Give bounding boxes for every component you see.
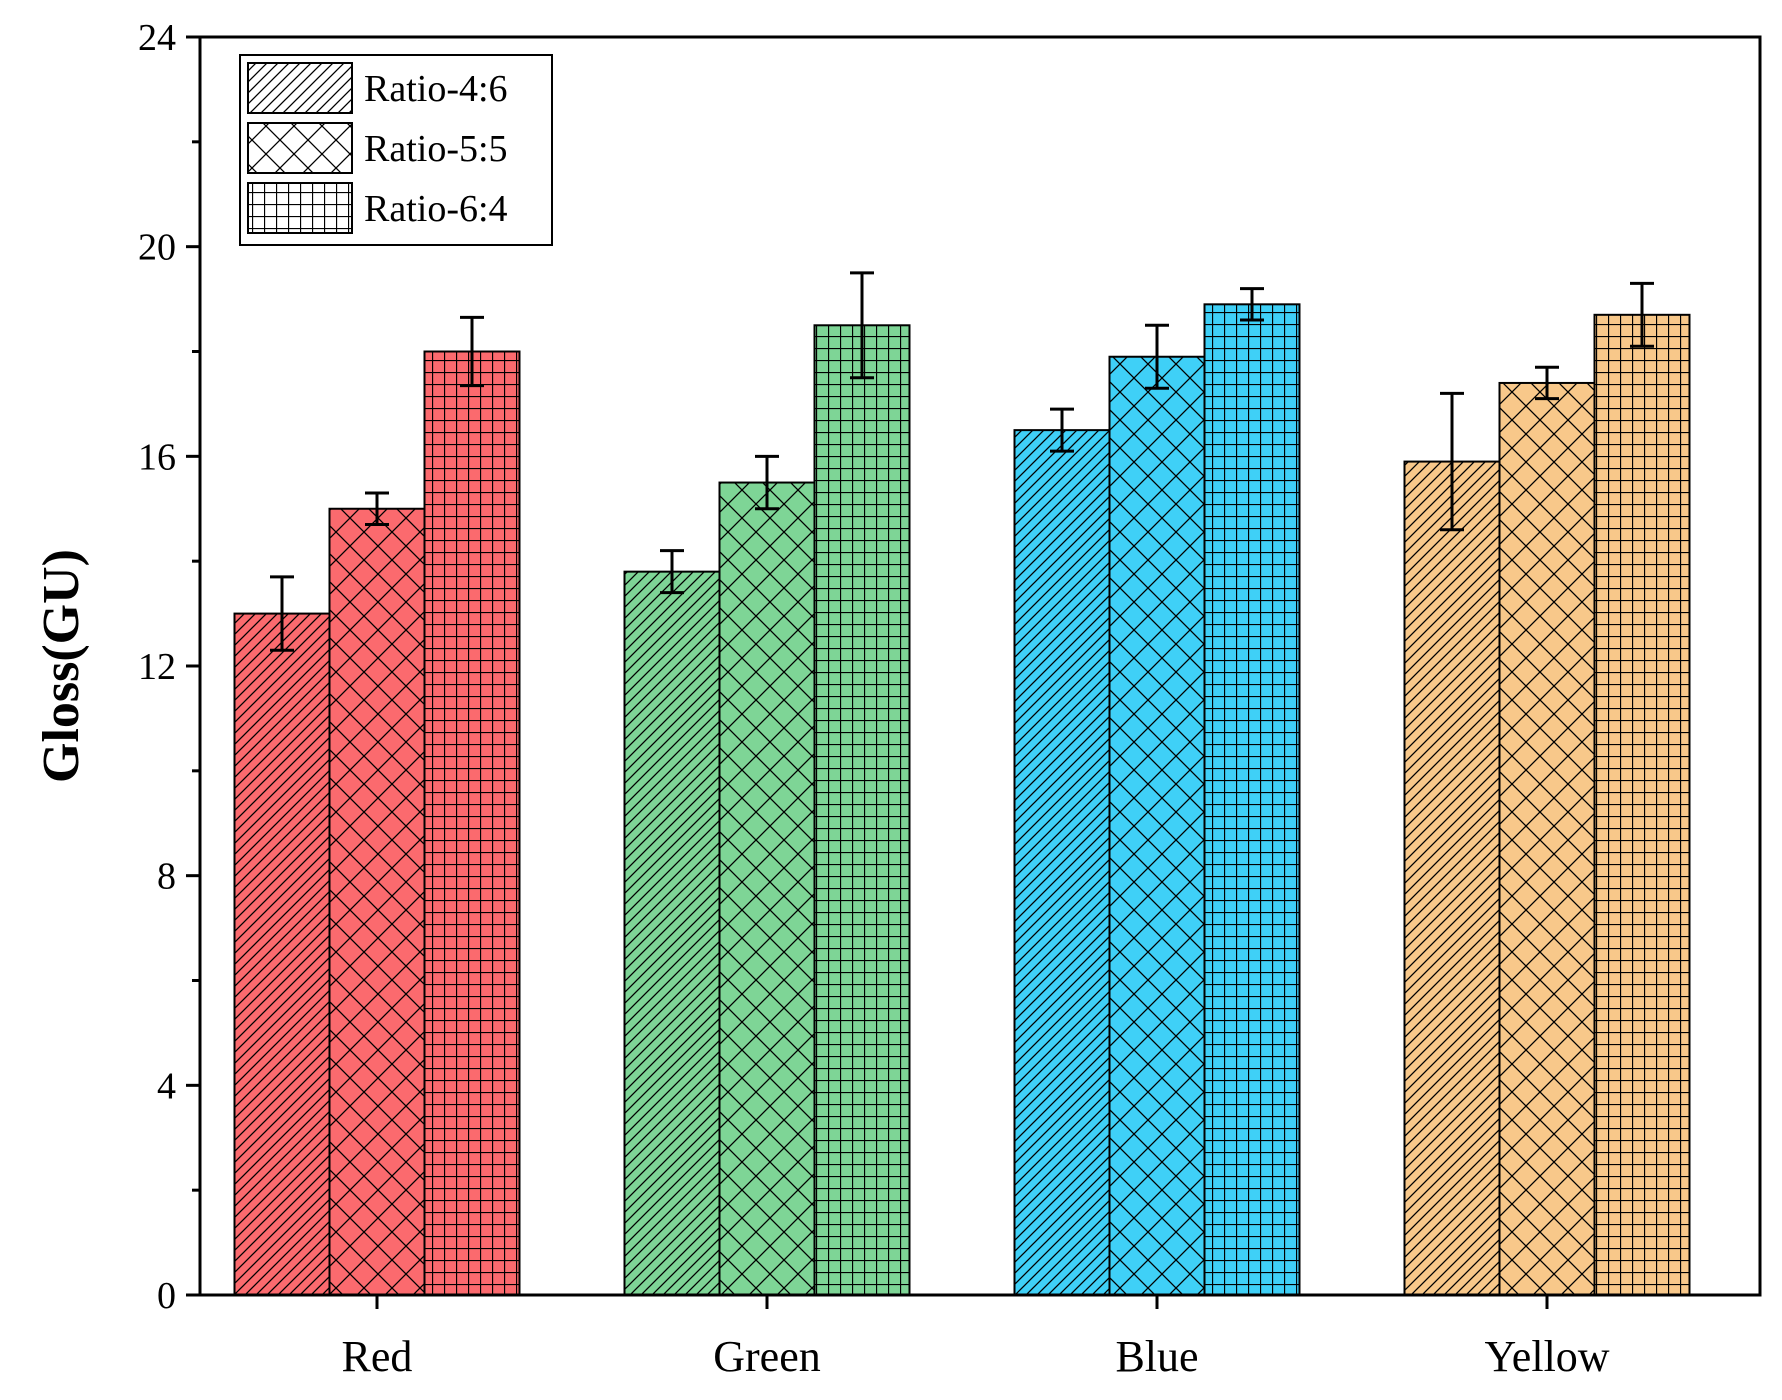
x-tick-label-blue: Blue — [1115, 1332, 1198, 1381]
bar-blue-ratio-5-5 — [1108, 355, 1206, 1297]
bar-green-ratio-5-5 — [718, 481, 816, 1296]
error-bar-blue-0 — [1050, 407, 1074, 453]
bars-layer — [233, 303, 1691, 1297]
y-tick-label: 8 — [157, 856, 176, 898]
error-bar-yellow-1 — [1535, 365, 1559, 401]
error-bar-green-1 — [755, 454, 779, 511]
bar-green-ratio-4-6 — [623, 570, 721, 1296]
legend: Ratio-4:6 Ratio-5:5 Ratio-6:4 — [239, 54, 553, 246]
error-bar-green-0 — [660, 549, 684, 595]
y-tick-label: 20 — [138, 227, 176, 269]
error-bar-green-2 — [850, 271, 874, 380]
bar-yellow-ratio-5-5 — [1498, 381, 1596, 1296]
y-tick-label: 12 — [138, 646, 176, 688]
bar-red-ratio-4-6 — [233, 612, 331, 1296]
error-bar-blue-2 — [1240, 287, 1264, 322]
bar-green-ratio-6-4 — [813, 324, 911, 1296]
x-tick-label-green: Green — [713, 1332, 821, 1381]
bar-blue-ratio-4-6 — [1013, 429, 1111, 1296]
legend-swatch-crosshatch — [247, 122, 353, 174]
bar-yellow-ratio-4-6 — [1403, 460, 1501, 1296]
y-tick-label: 16 — [138, 436, 176, 478]
x-tick-label-yellow: Yellow — [1484, 1332, 1609, 1381]
bar-blue-ratio-6-4 — [1203, 303, 1301, 1296]
y-tick-label: 0 — [157, 1275, 176, 1317]
y-axis: 0 4 8 12 16 20 24 — [138, 17, 200, 1317]
error-bar-yellow-0 — [1440, 391, 1464, 532]
error-bar-red-0 — [270, 575, 294, 652]
error-bar-red-1 — [365, 491, 389, 526]
legend-swatch-diagonal — [247, 62, 353, 114]
legend-swatch-grid — [247, 182, 353, 234]
y-tick-label: 24 — [138, 17, 176, 59]
x-tick-label-red: Red — [342, 1332, 413, 1381]
bar-yellow-ratio-6-4 — [1593, 313, 1691, 1296]
legend-label: Ratio-4:6 — [364, 68, 508, 110]
y-axis-label: Gloss(GU) — [33, 549, 90, 783]
legend-label: Ratio-5:5 — [364, 128, 508, 170]
bar-red-ratio-6-4 — [423, 350, 521, 1296]
y-tick-label: 4 — [157, 1065, 176, 1107]
x-axis: Red Green Blue Yellow — [342, 1295, 1610, 1381]
bar-red-ratio-5-5 — [328, 507, 426, 1296]
error-bars-layer — [270, 271, 1654, 652]
error-bar-blue-1 — [1145, 323, 1169, 390]
legend-label: Ratio-6:4 — [364, 188, 508, 230]
error-bar-red-2 — [460, 315, 484, 388]
error-bar-yellow-2 — [1630, 281, 1654, 348]
